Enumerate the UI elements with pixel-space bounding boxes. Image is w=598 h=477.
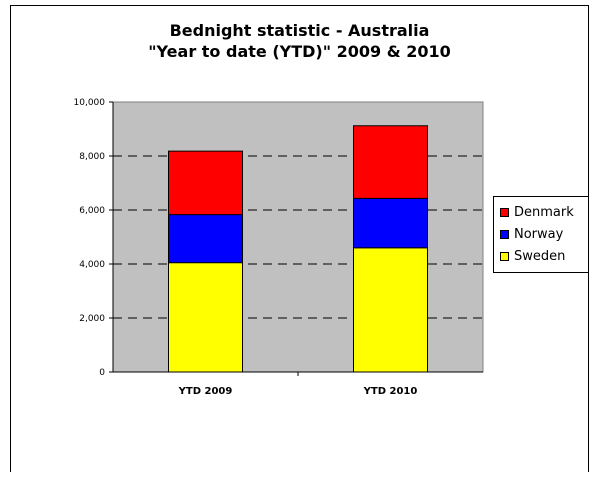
chart-title-line-2: "Year to date (YTD)" 2009 & 2010	[148, 42, 451, 61]
bar-denmark-ytd-2010	[353, 125, 428, 199]
chart-title: Bednight statistic - Australia "Year to …	[10, 20, 589, 62]
y-tick-label: 2,000	[79, 314, 105, 324]
bar-sweden-ytd-2009	[168, 262, 243, 373]
legend-label: Norway	[514, 226, 564, 242]
chart-title-line-1: Bednight statistic - Australia	[169, 21, 430, 40]
legend-swatch	[500, 251, 509, 261]
y-tick-label: 0	[99, 368, 105, 378]
legend-swatch	[500, 229, 509, 239]
bar-denmark-ytd-2009	[168, 150, 243, 216]
y-tick-label: 6,000	[79, 206, 105, 216]
y-tick-label: 10,000	[74, 98, 106, 108]
y-tick-label: 4,000	[79, 260, 105, 270]
legend-item-norway: Norway	[500, 225, 563, 243]
bar-sweden-ytd-2010	[353, 247, 428, 373]
legend-label: Sweden	[514, 248, 566, 264]
legend-item-denmark: Denmark	[500, 203, 574, 221]
legend: Denmark Norway Sweden	[493, 196, 589, 273]
y-tick-label: 8,000	[79, 152, 105, 162]
bar-norway-ytd-2010	[353, 197, 428, 249]
x-tick-label: YTD 2010	[363, 386, 418, 397]
legend-label: Denmark	[514, 204, 574, 220]
legend-swatch	[500, 207, 509, 217]
x-tick-label: YTD 2009	[178, 386, 233, 397]
legend-item-sweden: Sweden	[500, 247, 565, 265]
bar-norway-ytd-2009	[168, 214, 243, 264]
